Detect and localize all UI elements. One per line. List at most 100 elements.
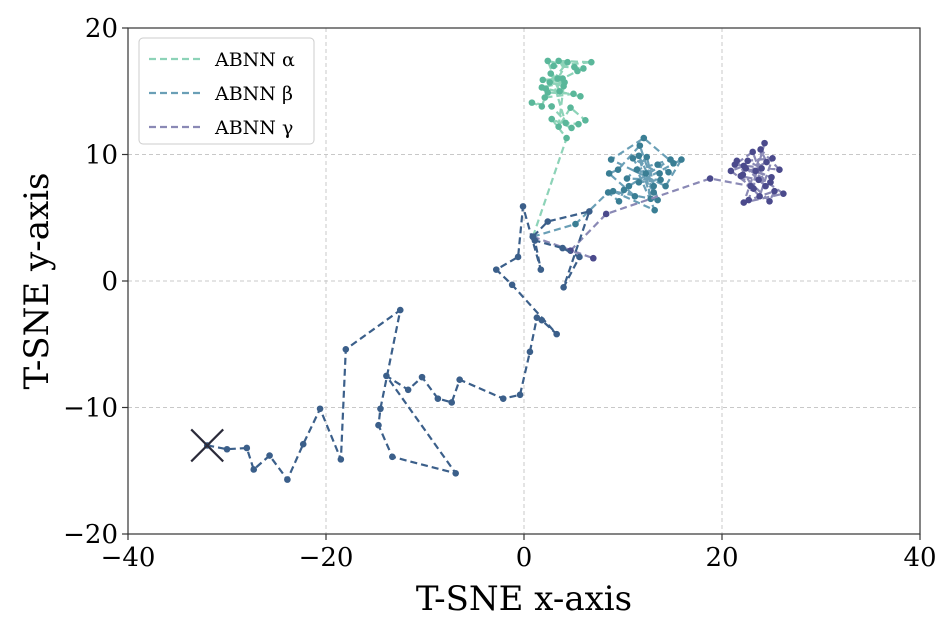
- data-point: [546, 79, 554, 86]
- data-point: [620, 186, 628, 194]
- data-point: [602, 210, 610, 218]
- data-point: [750, 185, 757, 192]
- data-point: [539, 76, 547, 84]
- data-point: [554, 75, 561, 82]
- data-point: [609, 187, 617, 195]
- data-point: [614, 166, 622, 173]
- data-point: [299, 440, 307, 448]
- data-point: [767, 179, 774, 186]
- legend: ABNN α ABNN β ABNN γ: [138, 37, 315, 145]
- data-point: [570, 90, 577, 98]
- data-point: [745, 196, 753, 204]
- data-point: [665, 168, 672, 176]
- legend-label: ABNN γ: [214, 117, 293, 139]
- data-point: [389, 453, 396, 461]
- data-point: [742, 165, 750, 172]
- data-point: [706, 175, 714, 182]
- data-point: [316, 405, 324, 413]
- data-point: [571, 63, 578, 71]
- data-point: [560, 284, 567, 291]
- data-point: [538, 316, 546, 324]
- data-point: [636, 142, 644, 149]
- data-point: [576, 253, 583, 261]
- legend-item: ABNN β: [149, 83, 293, 105]
- data-point: [607, 156, 615, 163]
- data-point: [568, 124, 575, 132]
- data-point: [635, 179, 643, 186]
- data-point: [776, 166, 783, 173]
- series-line: [532, 142, 787, 260]
- data-point: [559, 244, 566, 252]
- data-point: [562, 119, 569, 127]
- series-line: [531, 59, 592, 238]
- data-point: [604, 189, 612, 196]
- data-point: [656, 170, 663, 177]
- data-point: [499, 395, 507, 402]
- data-point: [563, 134, 570, 142]
- y-tick-label: 10: [85, 141, 118, 171]
- data-point: [650, 182, 657, 190]
- grid: [128, 28, 920, 534]
- data-point: [342, 346, 350, 353]
- legend-item: ABNN γ: [149, 117, 293, 139]
- data-point: [544, 57, 552, 65]
- data-point: [756, 192, 763, 200]
- series-branch-0: [528, 57, 595, 241]
- data-point: [418, 373, 426, 381]
- data-point: [771, 187, 778, 195]
- data-point: [629, 154, 637, 162]
- data-point: [635, 152, 643, 160]
- legend-item: ABNN α: [149, 49, 295, 71]
- data-point: [528, 99, 536, 106]
- data-point: [575, 120, 582, 128]
- legend-label: ABNN β: [214, 83, 293, 105]
- data-point: [650, 189, 657, 196]
- data-point: [492, 266, 500, 273]
- data-point: [605, 170, 613, 177]
- data-point: [383, 372, 390, 380]
- data-point: [337, 456, 345, 463]
- data-point: [763, 158, 770, 166]
- x-tick-label: 40: [903, 543, 936, 573]
- data-point: [588, 58, 595, 66]
- data-point: [654, 161, 661, 168]
- x-tick-label: 20: [705, 543, 738, 573]
- data-point: [560, 82, 567, 90]
- y-axis-label: T-SNE y-axis: [17, 173, 57, 390]
- data-point: [375, 421, 382, 429]
- data-point: [678, 156, 685, 163]
- data-point: [633, 166, 641, 173]
- data-point: [766, 198, 773, 205]
- series-line: [206, 206, 591, 482]
- data-point: [651, 206, 658, 214]
- data-point: [769, 154, 776, 162]
- data-point: [559, 75, 566, 82]
- data-point: [396, 306, 404, 314]
- data-point: [508, 281, 516, 289]
- data-point: [456, 376, 463, 383]
- data-point: [582, 117, 589, 124]
- start-marker-layer: [190, 428, 224, 463]
- series-branch-1: [529, 134, 685, 241]
- data-point: [544, 218, 552, 225]
- data-point: [243, 444, 251, 452]
- data-point: [780, 190, 787, 198]
- data-point: [537, 266, 545, 273]
- data-point: [550, 62, 557, 70]
- x-tick-label: 0: [516, 543, 533, 573]
- data-point: [452, 469, 459, 477]
- data-point: [548, 103, 556, 110]
- data-point: [580, 65, 587, 72]
- data-point: [586, 208, 593, 215]
- data-point: [223, 445, 231, 453]
- data-point: [572, 220, 579, 228]
- data-point: [377, 405, 384, 413]
- data-point: [553, 330, 560, 338]
- data-point: [404, 386, 412, 394]
- data-point: [761, 139, 768, 147]
- data-point: [752, 167, 759, 175]
- data-point: [631, 192, 639, 200]
- data-point: [526, 348, 534, 356]
